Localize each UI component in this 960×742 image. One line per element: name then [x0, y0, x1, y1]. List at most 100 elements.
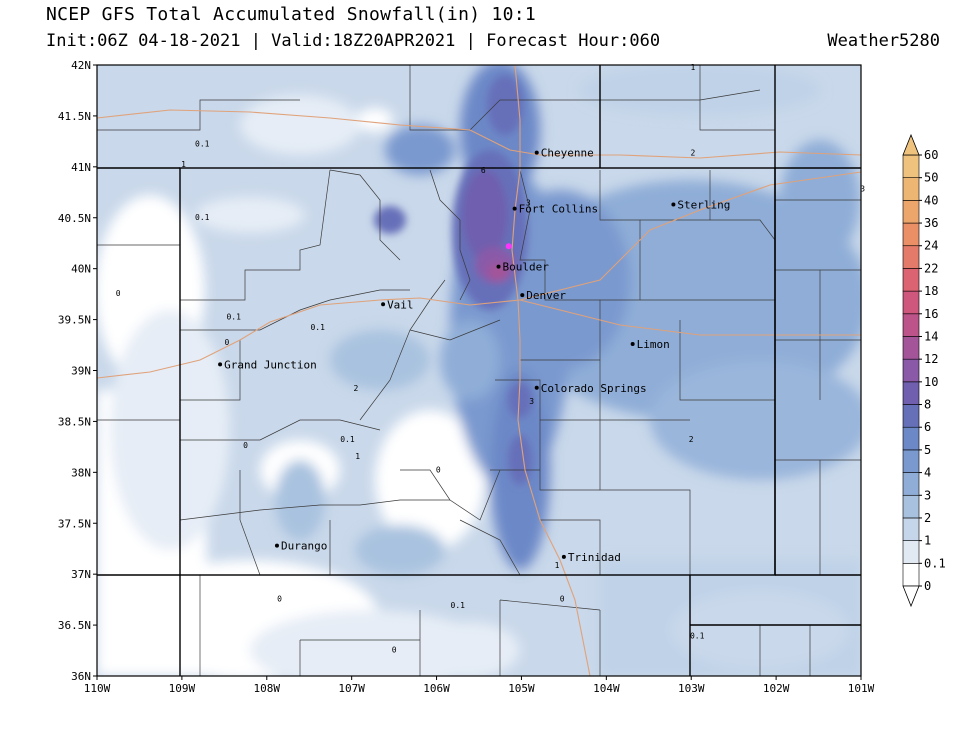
city-dot	[671, 202, 676, 207]
contour-label: 2	[691, 149, 696, 158]
city-markers: Cheyenne Fort Collins Sterling Boulder Denve…	[218, 147, 730, 564]
brand-label: Weather5280	[827, 31, 940, 51]
lon-label: 106W	[423, 682, 450, 695]
city-label: Sterling	[677, 199, 730, 212]
city-dot	[496, 264, 501, 269]
colorbar-label: 4	[924, 466, 931, 480]
lat-label: 39N	[71, 365, 91, 378]
boundaries	[97, 65, 861, 676]
lon-label: 108W	[254, 682, 281, 695]
city-label: Cheyenne	[541, 147, 594, 160]
colorbar-label: 24	[924, 239, 938, 253]
lon-label: 103W	[678, 682, 705, 695]
city-dot	[561, 554, 566, 559]
colorbar-max-arrow	[902, 133, 920, 156]
contour-label: 0	[436, 465, 441, 474]
colorbar-segment	[902, 268, 920, 292]
contour-label: 0.1	[310, 323, 325, 332]
city-dot	[630, 342, 635, 347]
lon-label: 107W	[338, 682, 365, 695]
contour-label: 0	[277, 595, 282, 604]
colorbar-label: 18	[924, 284, 938, 298]
colorbar-segment	[902, 358, 920, 383]
lat-label: 38.5N	[58, 415, 91, 428]
city-label: Durango	[281, 540, 327, 553]
lat-label: 36N	[71, 670, 91, 683]
lat-label: 37.5N	[58, 517, 91, 530]
colorbar-label: 6	[924, 420, 931, 434]
lat-label: 40.5N	[58, 212, 91, 225]
axis-ticks	[93, 64, 862, 680]
lat-label: 36.5N	[58, 619, 91, 632]
colorbar-label: 10	[924, 375, 938, 389]
colorbar-segment	[902, 381, 920, 405]
colorbar-segment	[902, 449, 920, 473]
city-label: Limon	[637, 338, 670, 351]
city-dot	[381, 302, 386, 307]
city-label: Trinidad	[568, 551, 621, 564]
county-lines	[97, 65, 861, 676]
colorbar-label: 1	[924, 534, 931, 548]
lat-label: 40N	[71, 263, 91, 276]
lat-label: 42N	[71, 59, 91, 72]
colorbar-label: 8	[924, 398, 931, 412]
city-dot	[512, 206, 517, 211]
colorbar-label: 12	[924, 352, 938, 366]
city-dot	[534, 385, 539, 390]
city-label: Boulder	[503, 261, 550, 274]
lon-label: 102W	[763, 682, 790, 695]
lat-label: 38N	[71, 466, 91, 479]
colorbar-label: 36	[924, 216, 938, 230]
colorbar-label: 3	[924, 488, 931, 502]
city-dot	[520, 293, 525, 298]
contour-label: 1	[181, 160, 186, 169]
map-title: NCEP GFS Total Accumulated Snowfall(in) …	[46, 4, 537, 25]
colorbar-min-arrow	[902, 585, 920, 608]
lon-label: 109W	[169, 682, 196, 695]
colorbar-label: 0	[924, 579, 931, 593]
lon-label: 101W	[848, 682, 875, 695]
lat-label: 41N	[71, 161, 91, 174]
contour-label: 0	[224, 338, 229, 347]
colorbar-label: 5	[924, 443, 931, 457]
colorbar-segment	[902, 336, 920, 360]
colorbar-label: 22	[924, 261, 938, 275]
lat-label: 41.5N	[58, 110, 91, 123]
lat-label: 39.5N	[58, 314, 91, 327]
contour-label: 0	[560, 595, 565, 604]
contour-label: 0.1	[340, 435, 355, 444]
contour-label: 0	[116, 289, 121, 298]
colorbar-segment	[902, 200, 920, 224]
colorbar-segment	[902, 404, 920, 428]
contour-label: 6	[481, 166, 486, 175]
lon-label: 104W	[593, 682, 620, 695]
city-label: Vail	[387, 298, 414, 311]
city-label: Fort Collins	[519, 203, 598, 216]
colorbar-label: 50	[924, 171, 938, 185]
contour-label: 0.1	[690, 631, 705, 640]
contour-label: 1	[355, 452, 360, 461]
colorbar-segment	[902, 472, 920, 496]
forecast-info: Init:06Z 04-18-2021 | Valid:18Z20APR2021…	[46, 31, 661, 51]
colorbar-label: 16	[924, 307, 938, 321]
colorbar-segment	[902, 426, 920, 451]
colorbar-segment	[902, 177, 920, 201]
contour-label: 0.1	[226, 313, 241, 322]
colorbar-label: 60	[924, 148, 938, 162]
contour-label: 3	[529, 397, 534, 406]
colorbar-segment	[902, 222, 920, 247]
contour-label: 1	[691, 63, 696, 72]
city-dot	[274, 543, 279, 548]
city-label: Colorado Springs	[541, 382, 647, 395]
contour-label: 2	[689, 435, 694, 444]
contour-label: 0.1	[195, 139, 210, 148]
colorbar-segment	[902, 313, 920, 337]
lat-label: 37N	[71, 568, 91, 581]
colorbar-segment	[902, 494, 920, 519]
colorbar-label: 40	[924, 193, 938, 207]
city-label: Denver	[526, 289, 566, 302]
contour-label: 1	[555, 561, 560, 570]
